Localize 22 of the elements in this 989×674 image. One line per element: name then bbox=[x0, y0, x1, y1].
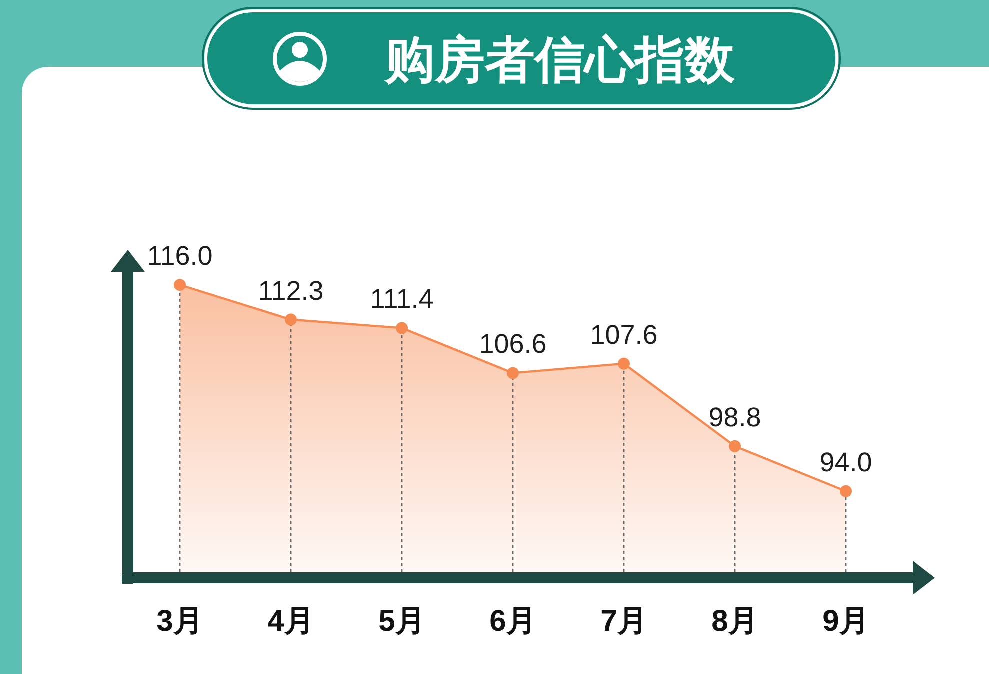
data-label: 98.8 bbox=[708, 402, 762, 432]
data-label: 111.4 bbox=[370, 284, 434, 314]
data-label: 116.0 bbox=[147, 241, 213, 272]
point bbox=[840, 485, 852, 498]
point bbox=[174, 279, 186, 292]
point bbox=[285, 314, 297, 326]
data-label: 107.6 bbox=[590, 320, 658, 350]
title: 购房者信心指数 bbox=[385, 32, 735, 88]
point bbox=[396, 322, 408, 334]
x-tick-label: 6月 bbox=[490, 605, 536, 638]
x-tick-label: 7月 bbox=[600, 605, 648, 638]
x-tick-label: 3月 bbox=[156, 605, 204, 638]
data-label: 112.3 bbox=[258, 276, 324, 306]
x-tick-label: 8月 bbox=[712, 605, 758, 638]
x-tick-label: 4月 bbox=[268, 605, 314, 638]
point bbox=[729, 440, 741, 452]
x-tick-label: 5月 bbox=[378, 605, 426, 638]
x-tick-label: 9月 bbox=[822, 605, 870, 638]
data-label: 94.0 bbox=[820, 447, 872, 478]
point bbox=[618, 358, 630, 370]
point bbox=[507, 367, 519, 380]
data-label: 106.6 bbox=[479, 329, 547, 360]
